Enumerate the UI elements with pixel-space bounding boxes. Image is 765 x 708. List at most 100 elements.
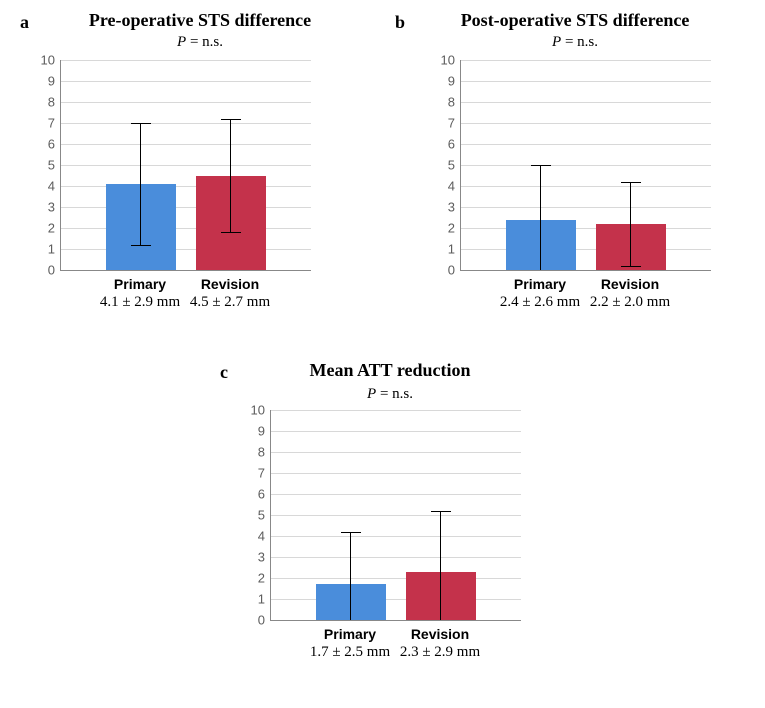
ytick-label: 10 (441, 53, 461, 68)
ytick-label: 2 (48, 221, 61, 236)
xlabel-value: 2.3 ± 2.9 mm (370, 644, 510, 661)
ytick-label: 1 (448, 242, 461, 257)
ytick-label: 6 (448, 137, 461, 152)
error-bar (630, 182, 631, 266)
error-cap-upper (221, 119, 241, 120)
ytick-label: 9 (258, 424, 271, 439)
gridline (461, 249, 711, 250)
ytick-label: 0 (448, 263, 461, 278)
gridline (61, 81, 311, 82)
ytick-label: 3 (48, 200, 61, 215)
panel-pvalue-c: P = n.s. (210, 386, 570, 403)
ytick-label: 5 (48, 158, 61, 173)
ytick-label: 10 (41, 53, 61, 68)
gridline (461, 60, 711, 61)
ytick-label: 10 (251, 403, 271, 418)
chart-a: 012345678910Primary4.1 ± 2.9 mmRevision4… (30, 60, 330, 330)
gridline (61, 249, 311, 250)
gridline (271, 557, 521, 558)
error-cap-upper (531, 165, 551, 166)
ytick-label: 7 (448, 116, 461, 131)
ytick-label: 0 (258, 613, 271, 628)
error-cap-upper (131, 123, 151, 124)
ytick-label: 8 (258, 445, 271, 460)
ytick-label: 5 (448, 158, 461, 173)
error-cap-upper (621, 182, 641, 183)
chart-c: 012345678910Primary1.7 ± 2.5 mmRevision2… (240, 410, 540, 680)
error-bar (140, 123, 141, 245)
xlabel-revision: Revision 2.3 ± 2.9 mm (370, 626, 510, 661)
ytick-label: 7 (48, 116, 61, 131)
xlabel-name: Revision (160, 276, 300, 292)
gridline (271, 410, 521, 411)
plot-area-c: 012345678910 (270, 410, 521, 621)
xlabel-name: Revision (370, 626, 510, 642)
error-bar (440, 511, 441, 620)
gridline (61, 165, 311, 166)
ytick-label: 4 (448, 179, 461, 194)
gridline (271, 494, 521, 495)
xlabel-revision: Revision 4.5 ± 2.7 mm (160, 276, 300, 311)
gridline (271, 473, 521, 474)
panel-c: cMean ATT reductionP = n.s.012345678910P… (210, 350, 570, 680)
gridline (61, 60, 311, 61)
ytick-label: 9 (448, 74, 461, 89)
panel-title-a: Pre-operative STS difference (20, 10, 380, 31)
ytick-label: 6 (258, 487, 271, 502)
xlabel-revision: Revision 2.2 ± 2.0 mm (560, 276, 700, 311)
gridline (61, 144, 311, 145)
gridline (271, 536, 521, 537)
gridline (271, 599, 521, 600)
panel-title-c: Mean ATT reduction (210, 360, 570, 381)
gridline (461, 207, 711, 208)
gridline (271, 578, 521, 579)
gridline (461, 165, 711, 166)
ytick-label: 4 (258, 529, 271, 544)
ytick-label: 7 (258, 466, 271, 481)
error-bar (350, 532, 351, 620)
panel-pvalue-b: P = n.s. (395, 34, 755, 51)
ytick-label: 8 (48, 95, 61, 110)
error-cap-lower (131, 245, 151, 246)
ytick-label: 4 (48, 179, 61, 194)
gridline (461, 186, 711, 187)
ytick-label: 2 (448, 221, 461, 236)
ytick-label: 0 (48, 263, 61, 278)
error-cap-upper (341, 532, 361, 533)
error-bar (540, 165, 541, 270)
plot-area-b: 012345678910 (460, 60, 711, 271)
ytick-label: 2 (258, 571, 271, 586)
ytick-label: 6 (48, 137, 61, 152)
error-bar (230, 119, 231, 232)
gridline (271, 431, 521, 432)
panel-b: bPost-operative STS differenceP = n.s.01… (395, 0, 755, 330)
gridline (461, 81, 711, 82)
figure-root: aPre-operative STS differenceP = n.s.012… (0, 0, 765, 708)
error-cap-upper (431, 511, 451, 512)
panel-pvalue-a: P = n.s. (20, 34, 380, 51)
xlabel-value: 4.5 ± 2.7 mm (160, 294, 300, 311)
ytick-label: 8 (448, 95, 461, 110)
gridline (271, 515, 521, 516)
gridline (461, 228, 711, 229)
ytick-label: 3 (258, 550, 271, 565)
gridline (271, 452, 521, 453)
error-cap-lower (221, 232, 241, 233)
xlabel-value: 2.2 ± 2.0 mm (560, 294, 700, 311)
ytick-label: 5 (258, 508, 271, 523)
plot-area-a: 012345678910 (60, 60, 311, 271)
gridline (61, 186, 311, 187)
xlabel-name: Revision (560, 276, 700, 292)
gridline (461, 123, 711, 124)
gridline (61, 207, 311, 208)
gridline (461, 144, 711, 145)
panel-title-b: Post-operative STS difference (395, 10, 755, 31)
gridline (61, 102, 311, 103)
chart-b: 012345678910Primary2.4 ± 2.6 mmRevision2… (430, 60, 730, 330)
gridline (61, 123, 311, 124)
panel-a: aPre-operative STS differenceP = n.s.012… (20, 0, 380, 330)
ytick-label: 3 (448, 200, 461, 215)
gridline (61, 228, 311, 229)
ytick-label: 1 (258, 592, 271, 607)
error-cap-lower (621, 266, 641, 267)
